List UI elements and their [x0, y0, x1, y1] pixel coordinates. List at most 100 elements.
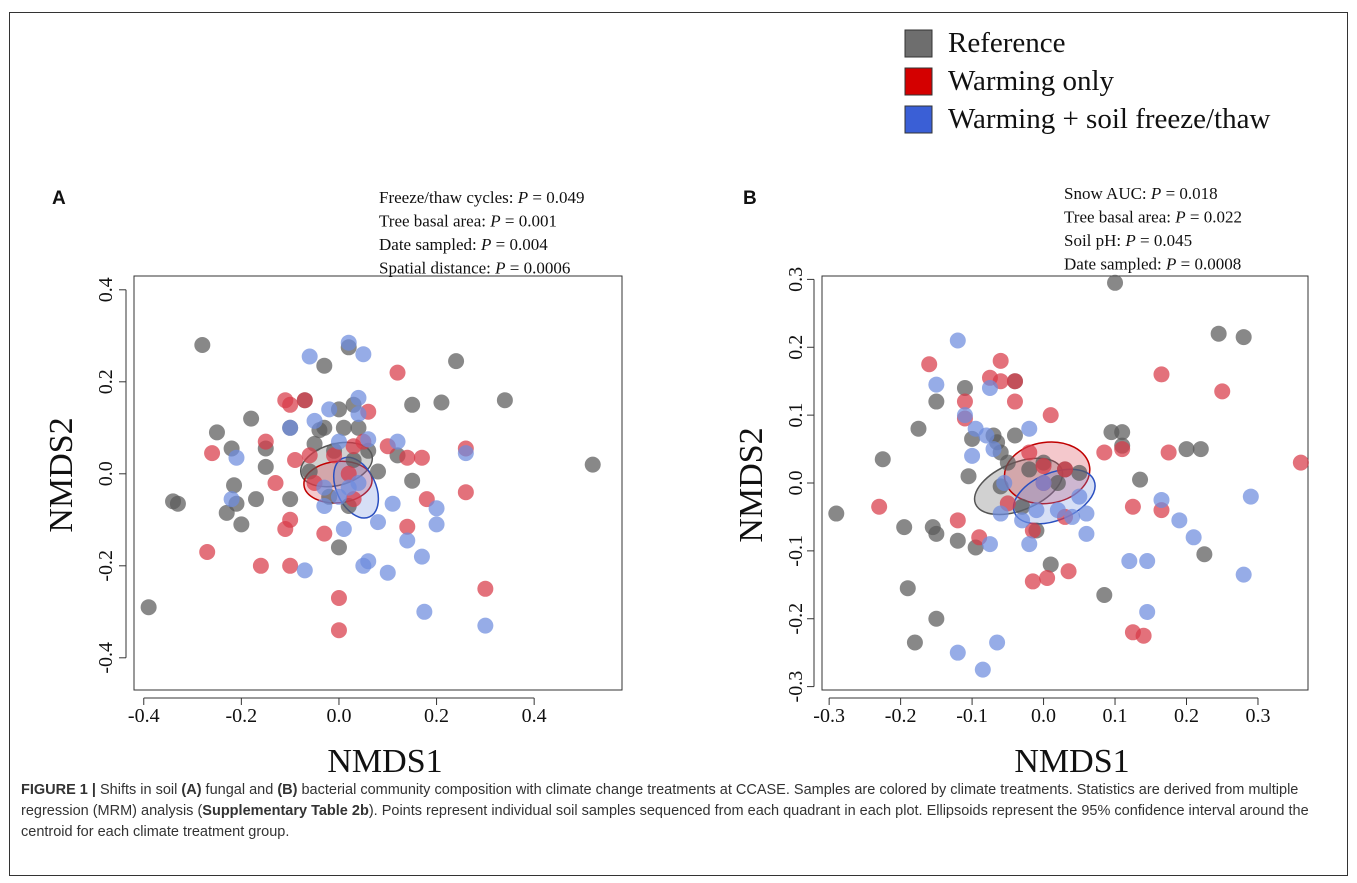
panel-b-y-ticks: -0.3 -0.2 -0.1 0.0 0.1 0.2 0.3 [785, 267, 815, 702]
panel-b-y-tick-label: 0.1 [785, 403, 807, 428]
panel-b-point-warming-freeze-thaw [956, 407, 973, 424]
panel-a-y-ticks: -0.4 -0.2 0.0 0.2 0.4 [95, 277, 127, 674]
panel-a-point-warming-freeze-thaw [370, 514, 386, 531]
panel-a-stats: Freeze/thaw cycles: P = 0.049 Tree basal … [379, 188, 585, 278]
panel-a-point-reference [226, 477, 243, 494]
panel-a-y-tick-label: -0.4 [95, 642, 117, 674]
panel-b: B Snow AUC: P = 0.018 Tree basal area: P … [733, 184, 1309, 780]
panel-a-point-warming-only [252, 557, 269, 574]
panel-b-point-warming-freeze-thaw [985, 441, 1002, 458]
panel-b-point-reference [899, 580, 916, 597]
panel-a-x-tick-label: 0.0 [326, 705, 351, 727]
panel-b-y-tick-label: -0.2 [785, 603, 807, 635]
caption-text-1: Shifts in soil [95, 782, 182, 798]
panel-b-point-warming-only [1160, 444, 1177, 461]
panel-a-point-reference [330, 539, 347, 556]
panel-b-point-warming-freeze-thaw [1139, 553, 1156, 570]
panel-a-point-warming-only [204, 445, 221, 462]
panel-b-point-warming-only [1153, 366, 1170, 383]
panel-b-x-axis-label: NMDS1 [1014, 743, 1129, 780]
panel-b-point-reference [896, 519, 913, 536]
panel-a-point-warming-freeze-thaw [389, 433, 406, 450]
panel-a-point-warming-only [199, 544, 216, 560]
panel-a-x-tick-label: 0.2 [424, 705, 449, 727]
panel-b-point-reference [999, 454, 1016, 471]
panel-b-stat-2: Soil pH: P = 0.045 [1064, 231, 1192, 250]
panel-b-y-tick-label: 0.0 [785, 471, 807, 496]
panel-b-y-tick-label: -0.1 [785, 535, 807, 567]
panel-a-point-warming-freeze-thaw [384, 495, 401, 512]
panel-b-point-reference [928, 525, 945, 542]
panel-a-point-warming-only [345, 438, 362, 455]
panel-a-y-tick-label: -0.2 [95, 550, 117, 582]
panel-a-point-reference [584, 456, 601, 473]
panel-b-point-warming-only [1006, 393, 1023, 410]
panel-a-point-warming-only [326, 447, 343, 464]
panel-b-point-reference [874, 451, 891, 468]
panel-a-point-warming-freeze-thaw [350, 406, 367, 422]
panel-b-point-warming-freeze-thaw [992, 505, 1009, 522]
panel-a-point-reference [404, 472, 421, 489]
panel-a-stat-3: Spatial distance: P = 0.0006 [379, 259, 570, 278]
panel-a-point-warming-freeze-thaw [282, 419, 299, 436]
panel-b-stat-3: Date sampled: P = 0.0008 [1064, 255, 1241, 274]
legend-swatch-warming-freeze-thaw [904, 105, 933, 134]
panel-b-point-reference [956, 379, 973, 396]
panel-a-point-reference [316, 357, 333, 374]
caption-figure-label: FIGURE 1 | [21, 782, 96, 798]
panel-b-point-reference [1014, 498, 1031, 515]
panel-a-point-warming-freeze-thaw [296, 562, 313, 579]
panel-a-point-warming-only [389, 364, 406, 381]
panel-a-stat-0: Freeze/thaw cycles: P = 0.049 [379, 188, 585, 207]
panel-a-point-reference [169, 495, 186, 512]
panel-b-point-reference [1178, 441, 1195, 458]
panel-a-point-warming-only [287, 452, 304, 468]
panel-a-point-reference [282, 491, 299, 508]
panel-a-point-warming-only [316, 525, 333, 542]
caption-ref-b: (B) [277, 782, 298, 798]
panel-b-point-warming-freeze-thaw [928, 376, 945, 393]
panel-b-point-warming-freeze-thaw [1242, 488, 1259, 505]
panel-b-point-warming-only [992, 352, 1009, 369]
panel-b-point-reference [1210, 325, 1227, 342]
panel-a-point-reference [248, 491, 264, 508]
panel-b-point-warming-only [1096, 444, 1113, 461]
legend: Reference Warming only Warming + soil fr… [904, 27, 1270, 135]
panel-a-point-warming-freeze-thaw [477, 617, 494, 634]
panel-a-point-reference [243, 410, 260, 427]
panel-a-x-tick-label: -0.2 [226, 705, 258, 727]
panel-b-point-warming-freeze-thaw [981, 379, 998, 396]
panel-b-label: B [743, 188, 757, 209]
panel-a-point-reference [433, 394, 450, 411]
panel-a-point-warming-freeze-thaw [316, 498, 333, 514]
panel-a-x-tick-label: -0.4 [128, 705, 160, 727]
legend-swatch-warming-only [904, 67, 933, 96]
panel-b-x-tick-label: 0.0 [1031, 705, 1056, 727]
panel-b-point-reference [1021, 461, 1038, 478]
panel-b-point-warming-freeze-thaw [1028, 502, 1045, 519]
panel-b-point-warming-freeze-thaw [1014, 512, 1031, 529]
caption-supplementary-link[interactable]: Supplementary Table 2b [202, 803, 369, 819]
legend-label-reference: Reference [948, 27, 1066, 59]
panel-b-point-warming-only [921, 356, 938, 373]
panel-b-point-reference [949, 532, 966, 549]
panel-b-point-warming-only [1024, 522, 1041, 539]
panel-b-point-reference [1114, 424, 1131, 441]
panel-a-point-reference [208, 424, 225, 441]
panel-a-plot-box [133, 275, 623, 691]
panel-b-x-tick-label: -0.1 [956, 705, 988, 727]
panel-a-point-warming-only [413, 449, 430, 466]
panel-b-point-warming-freeze-thaw [1171, 512, 1188, 529]
panel-a-point-warming-freeze-thaw [306, 412, 323, 429]
panel-b-x-ticks: -0.3 -0.2 -0.1 0.0 0.1 0.2 0.3 [813, 697, 1270, 727]
panel-b-point-warming-freeze-thaw [989, 634, 1006, 651]
panel-b-point-warming-freeze-thaw [1035, 475, 1052, 491]
panel-b-point-warming-freeze-thaw [1078, 505, 1095, 522]
panel-a-x-axis-label: NMDS1 [327, 743, 442, 780]
panel-a-x-tick-label: 0.4 [522, 705, 547, 727]
panel-b-point-warming-freeze-thaw [1139, 603, 1156, 620]
panel-a-point-warming-freeze-thaw [413, 548, 430, 565]
panel-b-point-reference [1042, 556, 1059, 573]
panel-b-y-tick-label: 0.3 [785, 267, 807, 292]
panel-a-point-reference [257, 458, 274, 475]
